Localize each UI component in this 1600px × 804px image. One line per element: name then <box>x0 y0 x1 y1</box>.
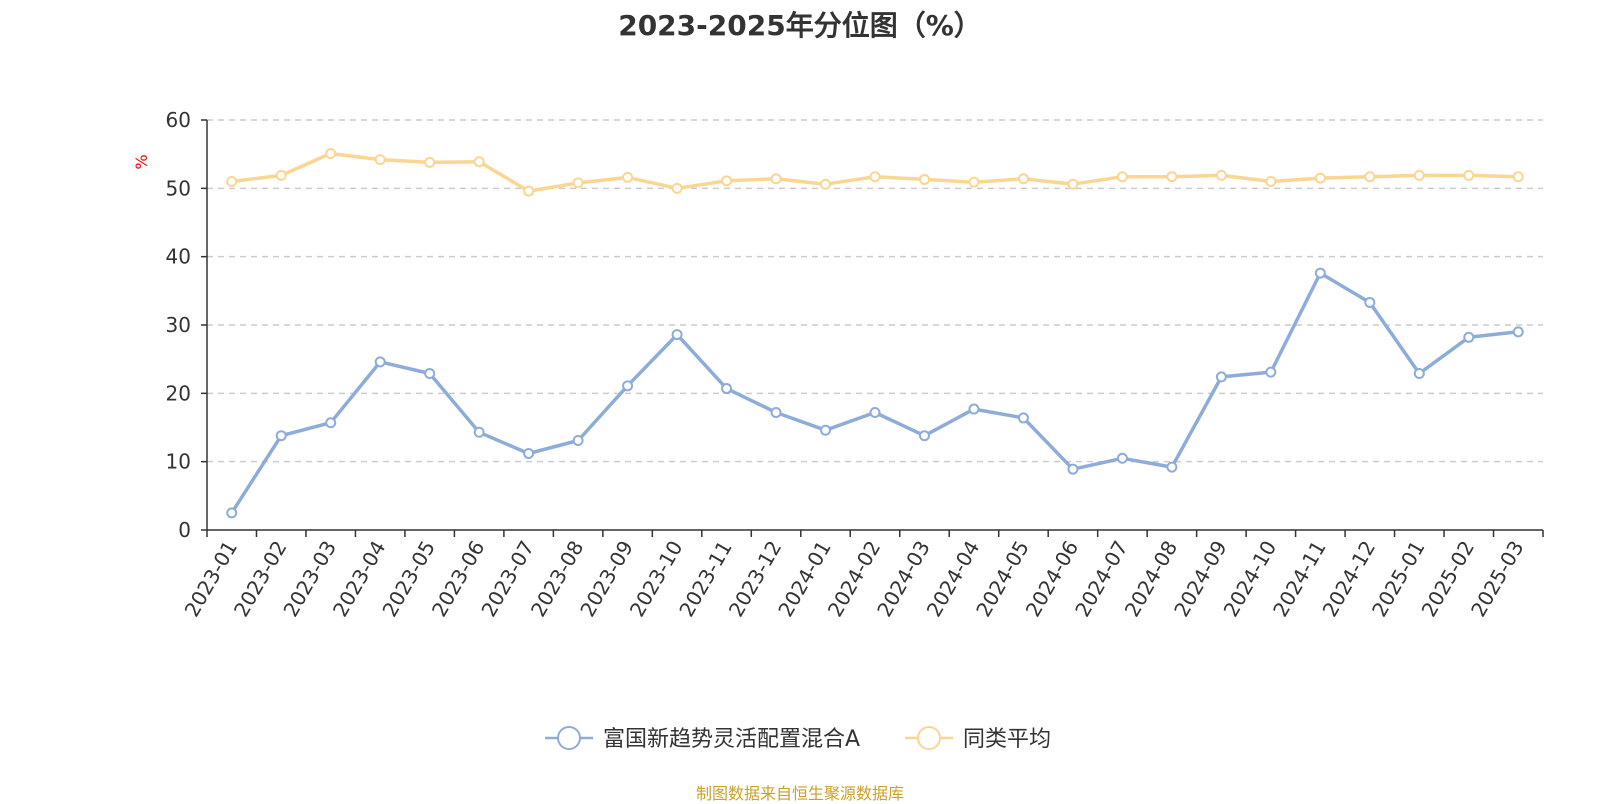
data-point <box>572 177 584 189</box>
series-line-1 <box>230 271 1519 514</box>
data-point <box>1116 452 1128 464</box>
y-axis-unit-label: % <box>132 154 151 169</box>
data-point <box>1017 173 1029 185</box>
legend-item-2[interactable]: 同类平均 <box>905 726 1051 752</box>
data-point <box>671 182 683 194</box>
data-point <box>1364 171 1376 183</box>
data-point <box>325 417 337 429</box>
data-point <box>424 156 436 168</box>
data-point <box>1166 461 1178 473</box>
data-point <box>918 173 930 185</box>
data-point <box>622 171 634 183</box>
data-point <box>226 507 238 519</box>
data-point <box>1512 171 1524 183</box>
legend-label: 同类平均 <box>963 727 1051 752</box>
data-point <box>523 447 535 459</box>
data-point <box>1265 176 1277 187</box>
data-point <box>1215 169 1227 181</box>
y-tick-label: 40 <box>166 245 191 269</box>
y-tick-label: 50 <box>166 176 191 200</box>
data-point <box>1067 463 1079 475</box>
gridlines <box>207 119 1543 463</box>
data-point <box>1314 267 1326 279</box>
y-tick-label: 60 <box>166 108 191 132</box>
data-point <box>1215 371 1227 383</box>
data-point <box>622 380 634 392</box>
data-point <box>770 406 782 418</box>
data-point <box>226 176 238 187</box>
legend-item-1[interactable]: 富国新趋势灵活配置混合A <box>545 726 860 752</box>
data-point <box>1413 169 1425 181</box>
data-point <box>770 173 782 185</box>
data-point <box>820 424 832 436</box>
data-point <box>374 154 386 166</box>
y-tick-label: 20 <box>166 381 191 405</box>
data-point <box>1463 331 1475 343</box>
y-tick-label: 10 <box>166 450 191 474</box>
data-point <box>424 368 436 380</box>
y-tick-label: 0 <box>178 518 191 542</box>
chart-title: 2023-2025年分位图（%） <box>618 9 982 42</box>
y-tick-label: 30 <box>166 313 191 337</box>
data-point <box>1017 412 1029 424</box>
data-point <box>721 175 733 187</box>
legend-marker-icon <box>557 726 581 750</box>
legend-marker-icon <box>917 726 941 750</box>
data-point <box>1067 178 1079 190</box>
data-point <box>275 430 287 442</box>
legend[interactable]: 富国新趋势灵活配置混合A 同类平均 <box>545 726 1051 752</box>
data-point <box>1116 171 1128 183</box>
data-point <box>918 430 930 442</box>
data-point <box>671 329 683 341</box>
data-point <box>1463 169 1475 181</box>
data-point <box>1512 326 1524 338</box>
data-point <box>374 356 386 368</box>
data-point <box>1166 171 1178 183</box>
axes: 0102030405060%2023-012023-022023-032023-… <box>132 108 1544 621</box>
data-point <box>523 185 535 197</box>
data-point <box>869 171 881 183</box>
data-point <box>1314 172 1326 184</box>
data-point <box>968 176 980 188</box>
data-point <box>473 426 485 438</box>
data-point <box>572 434 584 446</box>
data-point <box>968 403 980 415</box>
data-point <box>1413 368 1425 380</box>
source-note: 制图数据来自恒生聚源数据库 <box>695 784 904 803</box>
data-point <box>275 169 287 181</box>
data-point <box>869 406 881 418</box>
data-point <box>325 147 337 159</box>
data-point <box>1265 366 1277 378</box>
series <box>226 147 1524 519</box>
data-point <box>721 383 733 395</box>
legend-label: 富国新趋势灵活配置混合A <box>603 727 860 752</box>
data-point <box>473 156 485 168</box>
data-point <box>1364 296 1376 308</box>
data-point <box>820 178 832 190</box>
